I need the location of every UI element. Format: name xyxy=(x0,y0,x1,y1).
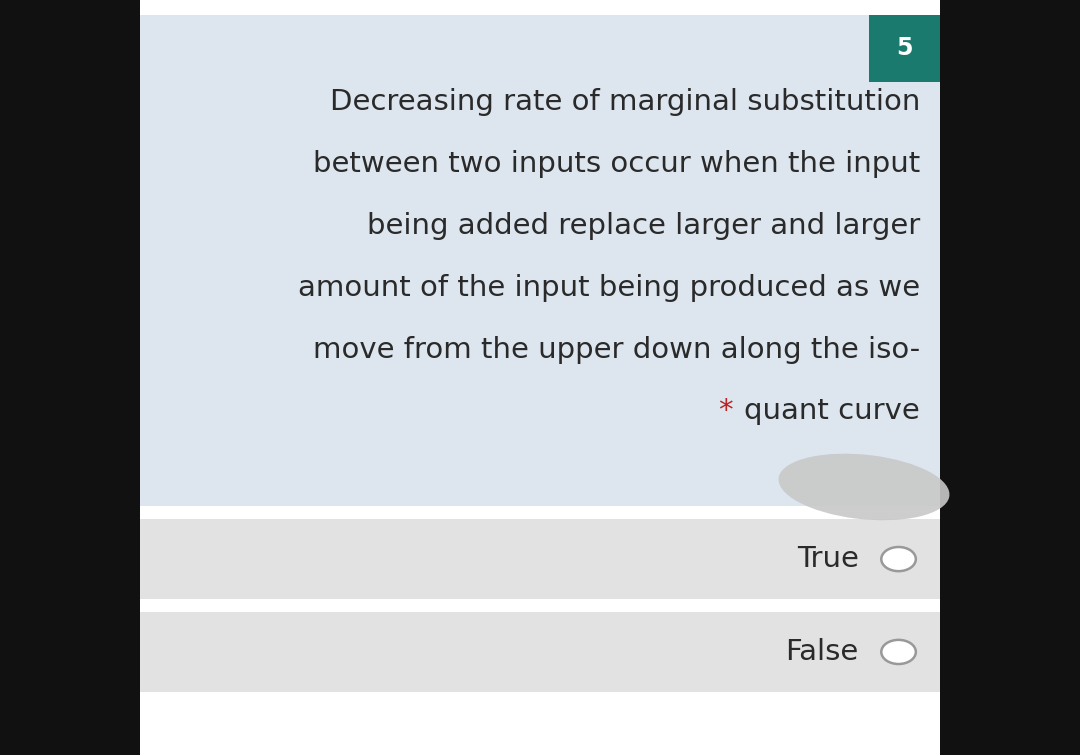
FancyBboxPatch shape xyxy=(140,15,940,506)
Ellipse shape xyxy=(779,454,949,520)
FancyBboxPatch shape xyxy=(140,0,940,755)
FancyBboxPatch shape xyxy=(140,612,940,692)
Text: being added replace larger and larger: being added replace larger and larger xyxy=(367,211,920,240)
Text: *: * xyxy=(718,397,733,426)
Text: between two inputs occur when the input: between two inputs occur when the input xyxy=(313,149,920,178)
Circle shape xyxy=(881,639,916,664)
Text: move from the upper down along the iso-: move from the upper down along the iso- xyxy=(313,335,920,364)
Text: quant curve: quant curve xyxy=(744,397,920,426)
Text: 5: 5 xyxy=(896,36,913,60)
FancyBboxPatch shape xyxy=(140,519,940,599)
Text: False: False xyxy=(785,638,859,666)
Text: Decreasing rate of marginal substitution: Decreasing rate of marginal substitution xyxy=(329,88,920,116)
Text: amount of the input being produced as we: amount of the input being produced as we xyxy=(298,273,920,302)
FancyBboxPatch shape xyxy=(869,15,940,82)
Text: True: True xyxy=(797,545,859,573)
Circle shape xyxy=(881,547,916,572)
